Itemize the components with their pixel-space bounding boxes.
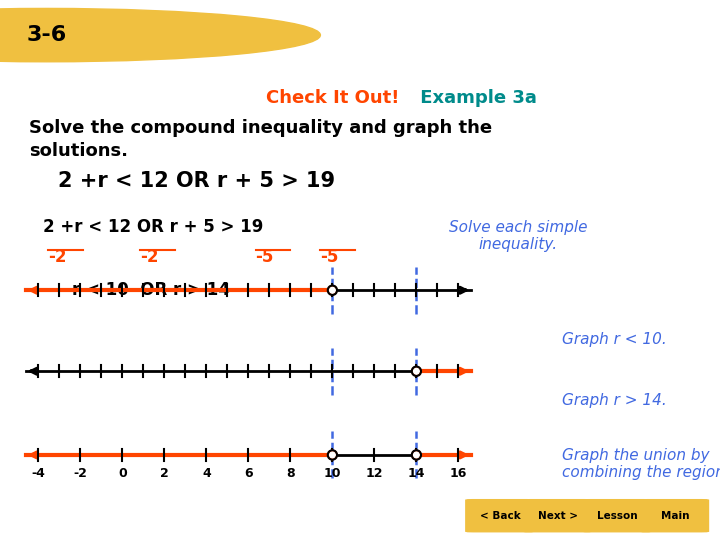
Text: r < 10  OR r > 14: r < 10 OR r > 14: [72, 281, 230, 299]
Text: 0: 0: [118, 467, 127, 481]
Text: Solving Compound Inequalities: Solving Compound Inequalities: [104, 21, 591, 49]
Text: -4: -4: [32, 467, 45, 481]
Circle shape: [0, 9, 320, 62]
Circle shape: [412, 367, 421, 376]
Text: 4: 4: [202, 467, 211, 481]
Circle shape: [328, 450, 337, 460]
Text: 16: 16: [450, 467, 467, 481]
Text: -2: -2: [140, 248, 159, 266]
Text: Graph r < 10.: Graph r < 10.: [562, 332, 666, 347]
Text: 2 +r < 12 OR r + 5 > 19: 2 +r < 12 OR r + 5 > 19: [43, 218, 264, 235]
Text: -2: -2: [48, 248, 67, 266]
Circle shape: [412, 450, 421, 460]
Text: 12: 12: [366, 467, 383, 481]
Text: 2 +r < 12 OR r + 5 > 19: 2 +r < 12 OR r + 5 > 19: [58, 171, 335, 191]
Text: 10: 10: [324, 467, 341, 481]
Text: 3-6: 3-6: [27, 25, 67, 45]
FancyBboxPatch shape: [641, 500, 708, 532]
Text: 8: 8: [286, 467, 294, 481]
FancyBboxPatch shape: [523, 500, 591, 532]
Text: Next >: Next >: [538, 511, 578, 521]
Text: Solve the compound inequality and graph the: Solve the compound inequality and graph …: [29, 119, 492, 137]
Text: Solve each simple
inequality.: Solve each simple inequality.: [449, 220, 588, 252]
Text: Graph the union by
combining the regions.: Graph the union by combining the regions…: [562, 448, 720, 480]
Text: Main: Main: [661, 511, 690, 521]
Text: -5: -5: [320, 248, 339, 266]
Circle shape: [413, 452, 419, 458]
Text: < Back: < Back: [480, 511, 521, 521]
Text: Check It Out!: Check It Out!: [266, 89, 400, 107]
FancyBboxPatch shape: [466, 500, 534, 532]
Text: -2: -2: [73, 467, 87, 481]
Text: Graph r > 14.: Graph r > 14.: [562, 393, 666, 408]
Text: 14: 14: [408, 467, 425, 481]
Text: 6: 6: [244, 467, 253, 481]
FancyBboxPatch shape: [583, 500, 651, 532]
Circle shape: [413, 368, 419, 374]
Circle shape: [330, 287, 336, 293]
Circle shape: [330, 452, 336, 458]
Circle shape: [328, 286, 337, 295]
Text: © HOLT McDOUGAL, All Rights Reserved: © HOLT McDOUGAL, All Rights Reserved: [14, 508, 240, 518]
Text: solutions.: solutions.: [29, 142, 128, 160]
Text: Example 3a: Example 3a: [414, 89, 537, 107]
Text: 2: 2: [160, 467, 168, 481]
Text: Lesson: Lesson: [598, 511, 638, 521]
Text: -5: -5: [256, 248, 274, 266]
